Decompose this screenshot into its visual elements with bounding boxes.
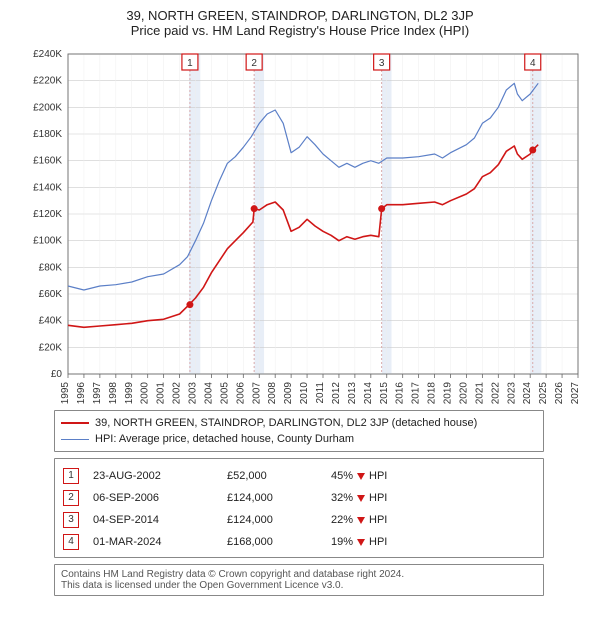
svg-text:2007: 2007 xyxy=(251,382,262,404)
svg-text:£80K: £80K xyxy=(39,262,63,273)
event-rel-label: HPI xyxy=(369,509,387,531)
legend: 39, NORTH GREEN, STAINDROP, DARLINGTON, … xyxy=(54,410,544,452)
svg-text:2009: 2009 xyxy=(283,382,294,404)
arrow-down-icon xyxy=(357,495,365,502)
svg-text:2020: 2020 xyxy=(458,382,469,404)
event-date: 01-MAR-2024 xyxy=(93,531,213,553)
svg-text:2013: 2013 xyxy=(347,382,358,404)
event-percent: 32% xyxy=(331,487,353,509)
legend-swatch xyxy=(61,422,89,424)
legend-swatch xyxy=(61,439,89,440)
svg-text:2017: 2017 xyxy=(411,382,422,404)
legend-label: HPI: Average price, detached house, Coun… xyxy=(95,431,354,447)
event-relative: 19% HPI xyxy=(331,531,387,553)
svg-text:1997: 1997 xyxy=(92,382,103,404)
event-row: 3 04-SEP-2014 £124,000 22% HPI xyxy=(63,509,535,531)
event-relative: 32% HPI xyxy=(331,487,387,509)
event-price: £124,000 xyxy=(227,509,317,531)
credit-line1: Contains HM Land Registry data © Crown c… xyxy=(61,569,537,580)
event-percent: 22% xyxy=(331,509,353,531)
svg-text:2019: 2019 xyxy=(443,382,454,404)
event-rel-label: HPI xyxy=(369,531,387,553)
svg-text:£40K: £40K xyxy=(39,316,63,327)
svg-text:2014: 2014 xyxy=(363,382,374,404)
svg-text:2021: 2021 xyxy=(474,382,485,404)
svg-text:£20K: £20K xyxy=(39,342,63,353)
svg-text:£240K: £240K xyxy=(33,49,62,60)
svg-text:£60K: £60K xyxy=(39,289,63,300)
event-badge: 2 xyxy=(63,490,79,506)
svg-text:£100K: £100K xyxy=(33,236,62,247)
svg-text:£200K: £200K xyxy=(33,102,62,113)
svg-text:2011: 2011 xyxy=(315,382,326,404)
arrow-down-icon xyxy=(357,517,365,524)
svg-text:2025: 2025 xyxy=(538,382,549,404)
event-date: 06-SEP-2006 xyxy=(93,487,213,509)
event-badge: 1 xyxy=(63,468,79,484)
svg-text:2: 2 xyxy=(251,58,257,69)
data-attribution: Contains HM Land Registry data © Crown c… xyxy=(54,564,544,596)
svg-text:1995: 1995 xyxy=(60,382,71,404)
event-percent: 45% xyxy=(331,465,353,487)
legend-label: 39, NORTH GREEN, STAINDROP, DARLINGTON, … xyxy=(95,415,477,431)
svg-text:1: 1 xyxy=(187,58,193,69)
event-rel-label: HPI xyxy=(369,465,387,487)
svg-text:£220K: £220K xyxy=(33,76,62,87)
svg-text:2015: 2015 xyxy=(379,382,390,404)
credit-line2: This data is licensed under the Open Gov… xyxy=(61,580,537,591)
event-price: £168,000 xyxy=(227,531,317,553)
event-date: 23-AUG-2002 xyxy=(93,465,213,487)
event-relative: 22% HPI xyxy=(331,509,387,531)
event-rel-label: HPI xyxy=(369,487,387,509)
svg-text:2004: 2004 xyxy=(203,382,214,404)
event-price: £52,000 xyxy=(227,465,317,487)
svg-text:1999: 1999 xyxy=(124,382,135,404)
arrow-down-icon xyxy=(357,539,365,546)
svg-text:2023: 2023 xyxy=(506,382,517,404)
svg-text:£120K: £120K xyxy=(33,209,62,220)
svg-text:3: 3 xyxy=(379,58,385,69)
event-date: 04-SEP-2014 xyxy=(93,509,213,531)
event-badge: 3 xyxy=(63,512,79,528)
svg-text:£0: £0 xyxy=(51,369,63,380)
svg-text:1998: 1998 xyxy=(108,382,119,404)
svg-text:2024: 2024 xyxy=(522,382,533,404)
svg-text:2012: 2012 xyxy=(331,382,342,404)
svg-text:2000: 2000 xyxy=(140,382,151,404)
legend-item: 39, NORTH GREEN, STAINDROP, DARLINGTON, … xyxy=(61,415,537,431)
event-price: £124,000 xyxy=(227,487,317,509)
svg-text:2026: 2026 xyxy=(554,382,565,404)
svg-text:2006: 2006 xyxy=(235,382,246,404)
svg-text:£180K: £180K xyxy=(33,129,62,140)
svg-text:2018: 2018 xyxy=(427,382,438,404)
svg-text:2010: 2010 xyxy=(299,382,310,404)
event-percent: 19% xyxy=(331,531,353,553)
svg-text:4: 4 xyxy=(530,58,536,69)
svg-text:2005: 2005 xyxy=(219,382,230,404)
svg-text:2003: 2003 xyxy=(188,382,199,404)
chart-title-address: 39, NORTH GREEN, STAINDROP, DARLINGTON, … xyxy=(8,8,592,23)
svg-text:2027: 2027 xyxy=(570,382,581,404)
svg-text:£140K: £140K xyxy=(33,182,62,193)
arrow-down-icon xyxy=(357,473,365,480)
svg-text:2002: 2002 xyxy=(172,382,183,404)
event-row: 1 23-AUG-2002 £52,000 45% HPI xyxy=(63,465,535,487)
svg-text:1996: 1996 xyxy=(76,382,87,404)
events-table: 1 23-AUG-2002 £52,000 45% HPI 2 06-SEP-2006 £1… xyxy=(54,458,544,558)
event-badge: 4 xyxy=(63,534,79,550)
event-row: 4 01-MAR-2024 £168,000 19% HPI xyxy=(63,531,535,553)
svg-text:2001: 2001 xyxy=(156,382,167,404)
svg-text:2008: 2008 xyxy=(267,382,278,404)
legend-item: HPI: Average price, detached house, Coun… xyxy=(61,431,537,447)
svg-text:£160K: £160K xyxy=(33,156,62,167)
event-row: 2 06-SEP-2006 £124,000 32% HPI xyxy=(63,487,535,509)
chart-svg: £0 £20K £40K £60K £80K £100K £120K £140K £160K £1… xyxy=(8,44,592,404)
svg-text:2016: 2016 xyxy=(395,382,406,404)
event-relative: 45% HPI xyxy=(331,465,387,487)
chart-subtitle: Price paid vs. HM Land Registry's House … xyxy=(8,23,592,38)
price-chart: £0 £20K £40K £60K £80K £100K £120K £140K £160K £1… xyxy=(8,44,592,404)
svg-text:2022: 2022 xyxy=(490,382,501,404)
